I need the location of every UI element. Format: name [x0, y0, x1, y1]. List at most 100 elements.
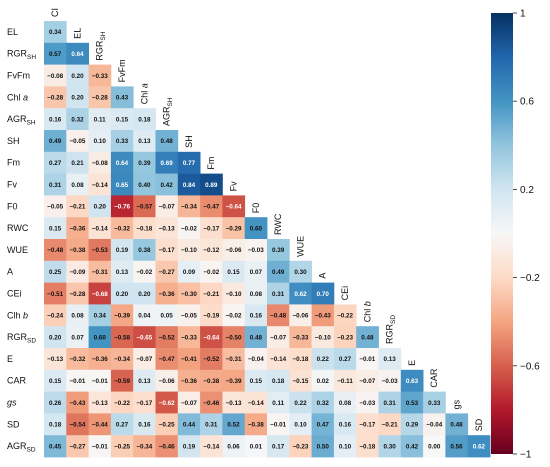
cell-value-label: −0.13: [226, 400, 242, 407]
heatmap-cell: [222, 195, 246, 218]
heatmap-cell: [88, 130, 112, 153]
cell-value-label: 0.20: [116, 291, 129, 298]
cell-value-label: −0.17: [136, 400, 152, 407]
cell-value-label: −0.29: [226, 225, 242, 232]
heatmap-cell: [267, 369, 290, 392]
cell-value-label: 0.34: [94, 313, 107, 320]
heatmap-cell: [110, 282, 134, 305]
heatmap-cell: [356, 369, 379, 392]
cell-value-label: 0.33: [116, 138, 129, 145]
cell-value-label: 0.07: [250, 269, 263, 276]
cell-value-label: 0.20: [71, 73, 84, 80]
column-label: Fm: [206, 157, 216, 170]
cell-value-label: 0.48: [361, 334, 374, 341]
cell-value-label: −0.02: [181, 225, 197, 232]
heatmap-cell: [423, 435, 446, 458]
cell-value-label: −0.02: [226, 313, 242, 320]
heatmap-cell: [177, 173, 201, 196]
cell-value-label: −0.01: [270, 422, 286, 429]
heatmap-cell: [177, 326, 201, 349]
heatmap-cell: [200, 195, 223, 218]
row-label: RGRSD: [7, 332, 36, 345]
heatmap-cell: [289, 282, 312, 305]
cell-value-label: 0.69: [161, 160, 174, 167]
colorbar-tick-label: 1: [520, 9, 526, 20]
cell-value-label: 0.16: [339, 422, 352, 429]
cell-value-label: −0.02: [136, 269, 152, 276]
heatmap-cell: [267, 413, 290, 436]
heatmap-cell: [311, 391, 335, 414]
cell-value-label: 0.32: [71, 116, 84, 123]
heatmap-cell: [200, 369, 223, 392]
row-label: SH: [7, 136, 20, 146]
colorbar-gradient: [491, 13, 513, 454]
cell-value-label: 0.22: [294, 400, 307, 407]
cell-value-label: 0.49: [272, 269, 285, 276]
cell-value-label: 0.32: [317, 400, 330, 407]
heatmap-cell: [133, 151, 156, 174]
cell-value-label: −0.10: [315, 334, 331, 341]
cell-value-label: −0.32: [114, 225, 130, 232]
heatmap-cell: [155, 217, 179, 240]
row-label: RGRSH: [7, 49, 36, 62]
row-label: A: [7, 267, 13, 277]
heatmap-cell: [133, 326, 156, 349]
cell-value-label: −0.01: [92, 443, 108, 450]
heatmap-cell: [177, 391, 201, 414]
column-label: EL: [72, 28, 82, 39]
cell-value-label: −0.50: [226, 334, 242, 341]
cell-value-label: 0.08: [250, 291, 263, 298]
heatmap-cell: [66, 435, 89, 458]
cell-value-label: 0.60: [250, 225, 263, 232]
cell-value-label: 0.04: [138, 313, 151, 320]
heatmap-cell: [333, 348, 357, 371]
heatmap-cell: [88, 391, 112, 414]
heatmap-cell: [44, 86, 67, 109]
cell-value-label: 0.44: [183, 422, 196, 429]
heatmap-cell: [110, 86, 134, 109]
heatmap-cell: [133, 108, 156, 131]
heatmap-cell: [155, 413, 179, 436]
cell-value-label: −0.47: [159, 356, 175, 363]
heatmap-cell: [333, 304, 357, 327]
column-label: Chl b: [362, 301, 372, 322]
heatmap-cell: [177, 369, 201, 392]
heatmap-cell: [378, 413, 402, 436]
cell-value-label: −0.51: [47, 291, 63, 298]
heatmap-cell: [222, 326, 246, 349]
cell-value-label: 0.18: [272, 378, 285, 385]
cell-value-label: −0.10: [226, 291, 242, 298]
cell-value-label: −0.07: [159, 204, 175, 211]
cell-value-label: −0.14: [92, 182, 108, 189]
heatmap-cell: [88, 239, 112, 262]
heatmap-cell: [200, 173, 223, 196]
cell-value-label: 0.27: [49, 160, 62, 167]
cell-value-label: −0.13: [159, 225, 175, 232]
column-label: AGRSH: [162, 97, 175, 126]
cell-value-label: −0.53: [92, 247, 108, 254]
heatmap-cell: [66, 86, 89, 109]
cell-value-label: 0.20: [94, 204, 107, 211]
cell-value-label: 0.50: [317, 443, 330, 450]
cell-value-label: 0.47: [317, 422, 330, 429]
cell-value-label: 0.57: [49, 51, 62, 58]
heatmap-cell: [133, 195, 156, 218]
heatmap-cell: [66, 348, 89, 371]
cell-value-label: −0.21: [69, 204, 85, 211]
colorbar: 1 0.6 0.2 −0.2 −0.6 −1: [491, 9, 540, 461]
heatmap-cell: [66, 239, 89, 262]
heatmap-cell: [177, 260, 201, 283]
heatmap-cell: [200, 217, 223, 240]
cell-value-label: −0.06: [226, 247, 242, 254]
heatmap-cell: [177, 217, 201, 240]
heatmap-cell: [267, 239, 290, 262]
row-label: Clh b: [7, 310, 28, 320]
cell-value-label: −0.17: [159, 247, 175, 254]
heatmap-cell: [110, 108, 134, 131]
heatmap-cell: [356, 326, 379, 349]
column-label: gs: [452, 399, 462, 409]
cell-value-label: 0.34: [49, 29, 62, 36]
heatmap-cell: [110, 369, 134, 392]
cell-value-label: 0.31: [49, 182, 62, 189]
cell-value-label: 0.64: [116, 160, 129, 167]
